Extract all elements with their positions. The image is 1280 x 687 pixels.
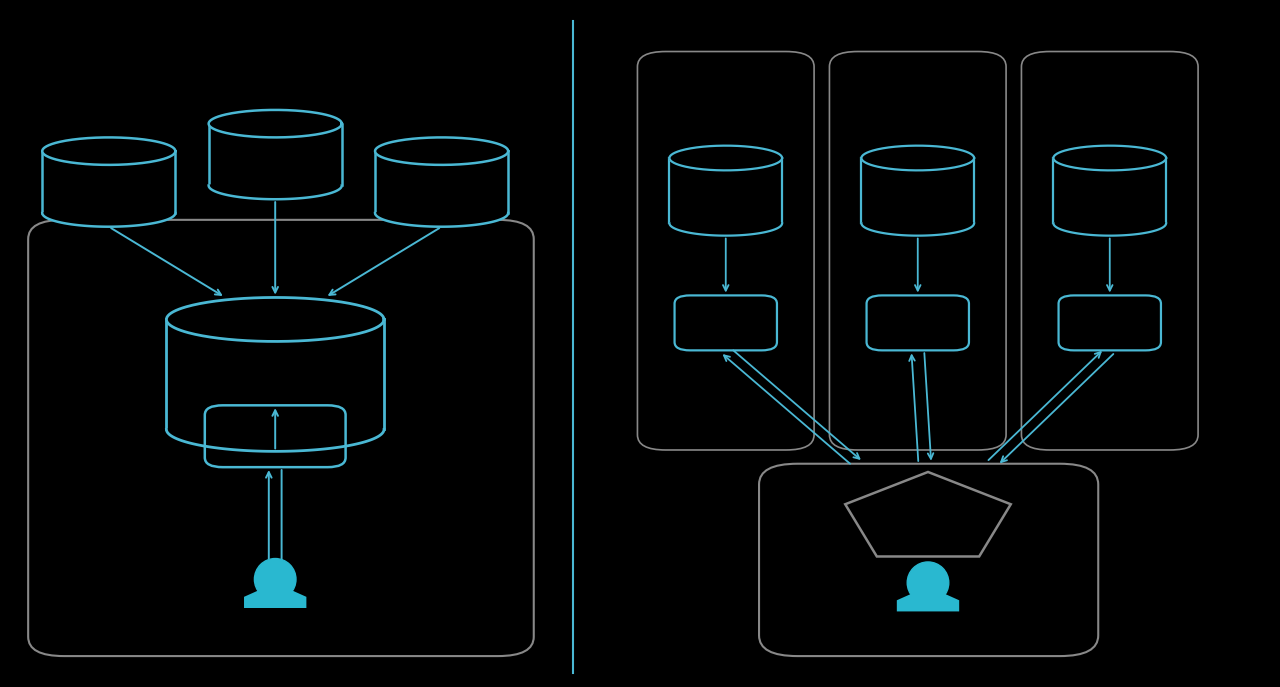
Polygon shape (244, 589, 306, 608)
Polygon shape (166, 429, 384, 451)
FancyBboxPatch shape (829, 52, 1006, 450)
Polygon shape (845, 472, 1011, 556)
Polygon shape (669, 223, 782, 236)
Polygon shape (209, 124, 342, 185)
Polygon shape (669, 146, 782, 170)
Polygon shape (375, 213, 508, 227)
Ellipse shape (908, 562, 948, 603)
FancyBboxPatch shape (205, 405, 346, 467)
FancyBboxPatch shape (867, 295, 969, 350)
Polygon shape (669, 158, 782, 223)
Polygon shape (166, 319, 384, 429)
FancyBboxPatch shape (1059, 295, 1161, 350)
Polygon shape (375, 151, 508, 213)
Polygon shape (861, 223, 974, 236)
Polygon shape (1053, 223, 1166, 236)
FancyBboxPatch shape (28, 220, 534, 656)
Polygon shape (42, 151, 175, 213)
Polygon shape (861, 158, 974, 223)
Polygon shape (166, 297, 384, 341)
Ellipse shape (255, 559, 296, 600)
FancyBboxPatch shape (759, 464, 1098, 656)
FancyBboxPatch shape (637, 52, 814, 450)
Polygon shape (42, 137, 175, 165)
Polygon shape (375, 137, 508, 165)
FancyBboxPatch shape (675, 295, 777, 350)
Polygon shape (1053, 158, 1166, 223)
Polygon shape (209, 185, 342, 199)
Polygon shape (897, 592, 959, 611)
Polygon shape (209, 110, 342, 137)
Polygon shape (1053, 146, 1166, 170)
Polygon shape (42, 213, 175, 227)
FancyBboxPatch shape (1021, 52, 1198, 450)
Polygon shape (861, 146, 974, 170)
